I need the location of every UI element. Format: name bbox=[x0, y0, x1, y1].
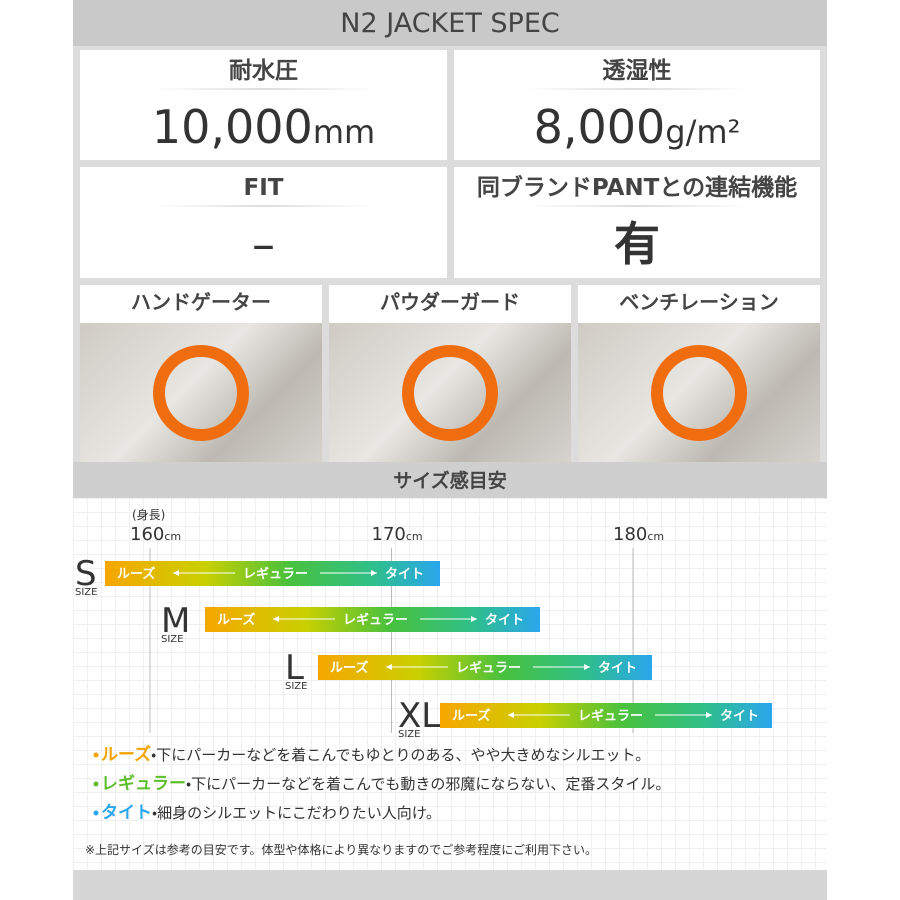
arrow-head bbox=[706, 712, 712, 718]
highlight-ring bbox=[153, 344, 249, 441]
spec-value: 有 bbox=[614, 217, 660, 271]
bar-tight: タイト bbox=[720, 709, 759, 724]
bar-loose: ルーズ bbox=[117, 566, 155, 582]
feature-label: パウダーガード bbox=[380, 290, 520, 314]
spec-cell: FIT – bbox=[80, 167, 447, 278]
spec-label: FIT bbox=[243, 175, 284, 201]
size-name: XL bbox=[398, 696, 440, 736]
bar-tight: タイト bbox=[485, 613, 524, 628]
size-bar bbox=[205, 607, 540, 632]
note-term: タイト bbox=[101, 803, 152, 823]
highlight-ring bbox=[651, 344, 747, 441]
bar-loose: ルーズ bbox=[452, 708, 490, 724]
spec-unit: mm bbox=[312, 113, 376, 151]
footnote: ※上記サイズは参考の目安です。体型や体格により異なりますのでご参考程度にご利用下… bbox=[85, 842, 597, 857]
arrow-head bbox=[273, 616, 279, 622]
arrow-head bbox=[371, 570, 377, 576]
bar-regular: レギュラー bbox=[243, 566, 308, 582]
note-term: ルーズ bbox=[101, 744, 151, 765]
title: N2 JACKET SPEC bbox=[73, 0, 827, 46]
bar-regular: レギュラー bbox=[456, 660, 521, 676]
spec-cell: 同ブランドPANTとの連結機能 有 bbox=[454, 167, 820, 278]
arrow-head bbox=[471, 616, 477, 622]
tick-label: 170cm bbox=[372, 524, 423, 545]
spec-cell: 耐水圧 10,000mm bbox=[80, 50, 447, 160]
feature-label: ハンドゲーター bbox=[131, 290, 271, 314]
spec-value: 8,000 bbox=[533, 100, 666, 154]
tick-label: 180cm bbox=[613, 524, 664, 545]
tick-value: 160 bbox=[130, 524, 164, 545]
tick-unit: cm bbox=[647, 530, 664, 543]
bar-regular: レギュラー bbox=[578, 708, 643, 724]
feature-photo bbox=[329, 323, 571, 462]
spec-value: 10,000 bbox=[151, 100, 313, 154]
feature-cell: ベンチレーション bbox=[578, 285, 820, 462]
note: タイト・細身のシルエットにこだわりたい人向け。 bbox=[101, 803, 441, 823]
bar-tight: タイト bbox=[598, 661, 637, 676]
note-text: ・下にパーカーなどを着こんでもゆとりのある、やや大きめなシルエット。 bbox=[151, 746, 650, 764]
note-text: ・細身のシルエットにこだわりたい人向け。 bbox=[152, 804, 441, 822]
tick-value: 170 bbox=[372, 524, 406, 545]
axis-label: (身長) bbox=[132, 507, 165, 522]
note-term: レギュラー bbox=[101, 774, 186, 794]
highlight-ring bbox=[402, 344, 498, 441]
tick-unit: cm bbox=[164, 530, 181, 543]
arrow-head bbox=[584, 664, 590, 670]
note-bullet bbox=[93, 781, 99, 787]
note-text: ・下にパーカーなどを着こんでも動きの邪魔にならない、定番スタイル。 bbox=[186, 775, 670, 793]
spec-label: 同ブランドPANTとの連結機能 bbox=[476, 175, 798, 201]
feature-photo bbox=[578, 323, 820, 462]
bar-loose: ルーズ bbox=[330, 660, 368, 676]
size-sub: SIZE bbox=[398, 729, 420, 740]
spec-cell: 透湿性 8,000g/m² bbox=[454, 50, 820, 160]
tick-value: 180 bbox=[613, 524, 647, 545]
spec-unit: g/m² bbox=[665, 113, 741, 151]
note: ルーズ・下にパーカーなどを着こんでもゆとりのある、やや大きめなシルエット。 bbox=[101, 744, 650, 765]
note: レギュラー・下にパーカーなどを着こんでも動きの邪魔にならない、定番スタイル。 bbox=[101, 774, 670, 794]
arrow-head bbox=[508, 712, 514, 718]
size-name: S bbox=[75, 554, 97, 594]
feature-photo bbox=[80, 323, 322, 462]
bar-tight: タイト bbox=[385, 567, 424, 582]
size-sub: SIZE bbox=[161, 634, 183, 645]
tick-label: 160cm bbox=[130, 524, 181, 545]
feature-cell: パウダーガード bbox=[329, 285, 571, 462]
size-bar bbox=[440, 703, 772, 728]
bar-regular: レギュラー bbox=[343, 612, 408, 628]
size-bar bbox=[105, 561, 440, 586]
feature-label: ベンチレーション bbox=[619, 290, 779, 314]
size-bar bbox=[318, 655, 652, 680]
spec-label: 耐水圧 bbox=[229, 58, 298, 84]
size-name: L bbox=[285, 648, 304, 688]
size-name: M bbox=[161, 601, 190, 641]
footer-bar bbox=[73, 870, 827, 900]
bar-loose: ルーズ bbox=[217, 612, 255, 628]
tick-unit: cm bbox=[406, 530, 423, 543]
size-sub: SIZE bbox=[75, 587, 97, 598]
arrow-head bbox=[386, 664, 392, 670]
section-title: サイズ感目安 bbox=[73, 462, 827, 498]
spec-value: – bbox=[252, 217, 275, 271]
size-chart: (身長) 160cm 170cm 180cm S SIZE ルーズ レギュラー タイト M SIZE… bbox=[73, 498, 827, 870]
note-bullet bbox=[93, 810, 99, 816]
feature-cell: ハンドゲーター bbox=[80, 285, 322, 462]
note-bullet bbox=[93, 752, 99, 758]
size-sub: SIZE bbox=[285, 681, 307, 692]
arrow-head bbox=[173, 570, 179, 576]
spec-label: 透湿性 bbox=[602, 58, 672, 84]
